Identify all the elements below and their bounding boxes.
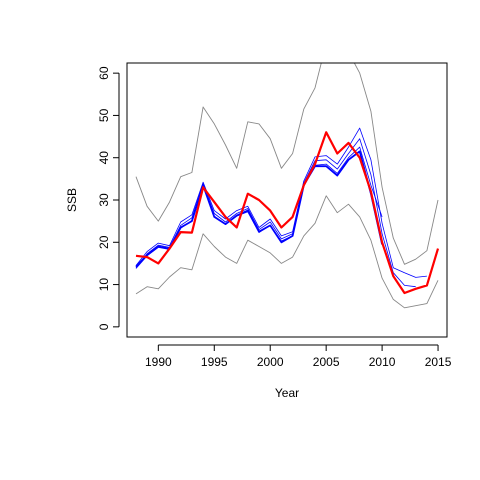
x-tick-label: 1995	[201, 355, 228, 369]
series-line-6	[135, 63, 439, 265]
x-axis: 1990 1995 2000 2005 2010 2015	[145, 344, 452, 369]
x-axis-title: Year	[275, 386, 299, 400]
y-tick-label: 10	[97, 278, 111, 292]
plot-box	[126, 62, 448, 338]
series-line-5	[135, 146, 383, 269]
series-line-7	[135, 195, 439, 309]
y-tick-label: 20	[97, 235, 111, 249]
x-tick-label: 1990	[145, 355, 172, 369]
y-axis: 0 10 20 30 40 50 60	[97, 66, 120, 330]
series-line-4	[135, 138, 416, 288]
plot-lines	[135, 63, 440, 309]
x-tick-label: 2010	[369, 355, 396, 369]
y-tick-label: 0	[97, 323, 111, 330]
x-tick-label: 2015	[425, 355, 452, 369]
series-line-2	[135, 150, 383, 268]
series-line-1	[135, 131, 440, 295]
y-tick-label: 50	[97, 108, 111, 122]
series-line-3	[135, 127, 427, 278]
x-tick-label: 2000	[257, 355, 284, 369]
x-tick-label: 2005	[313, 355, 340, 369]
y-tick-label: 30	[97, 193, 111, 207]
y-tick-label: 40	[97, 151, 111, 165]
y-tick-label: 60	[97, 66, 111, 80]
y-axis-title: SSB	[65, 188, 79, 212]
